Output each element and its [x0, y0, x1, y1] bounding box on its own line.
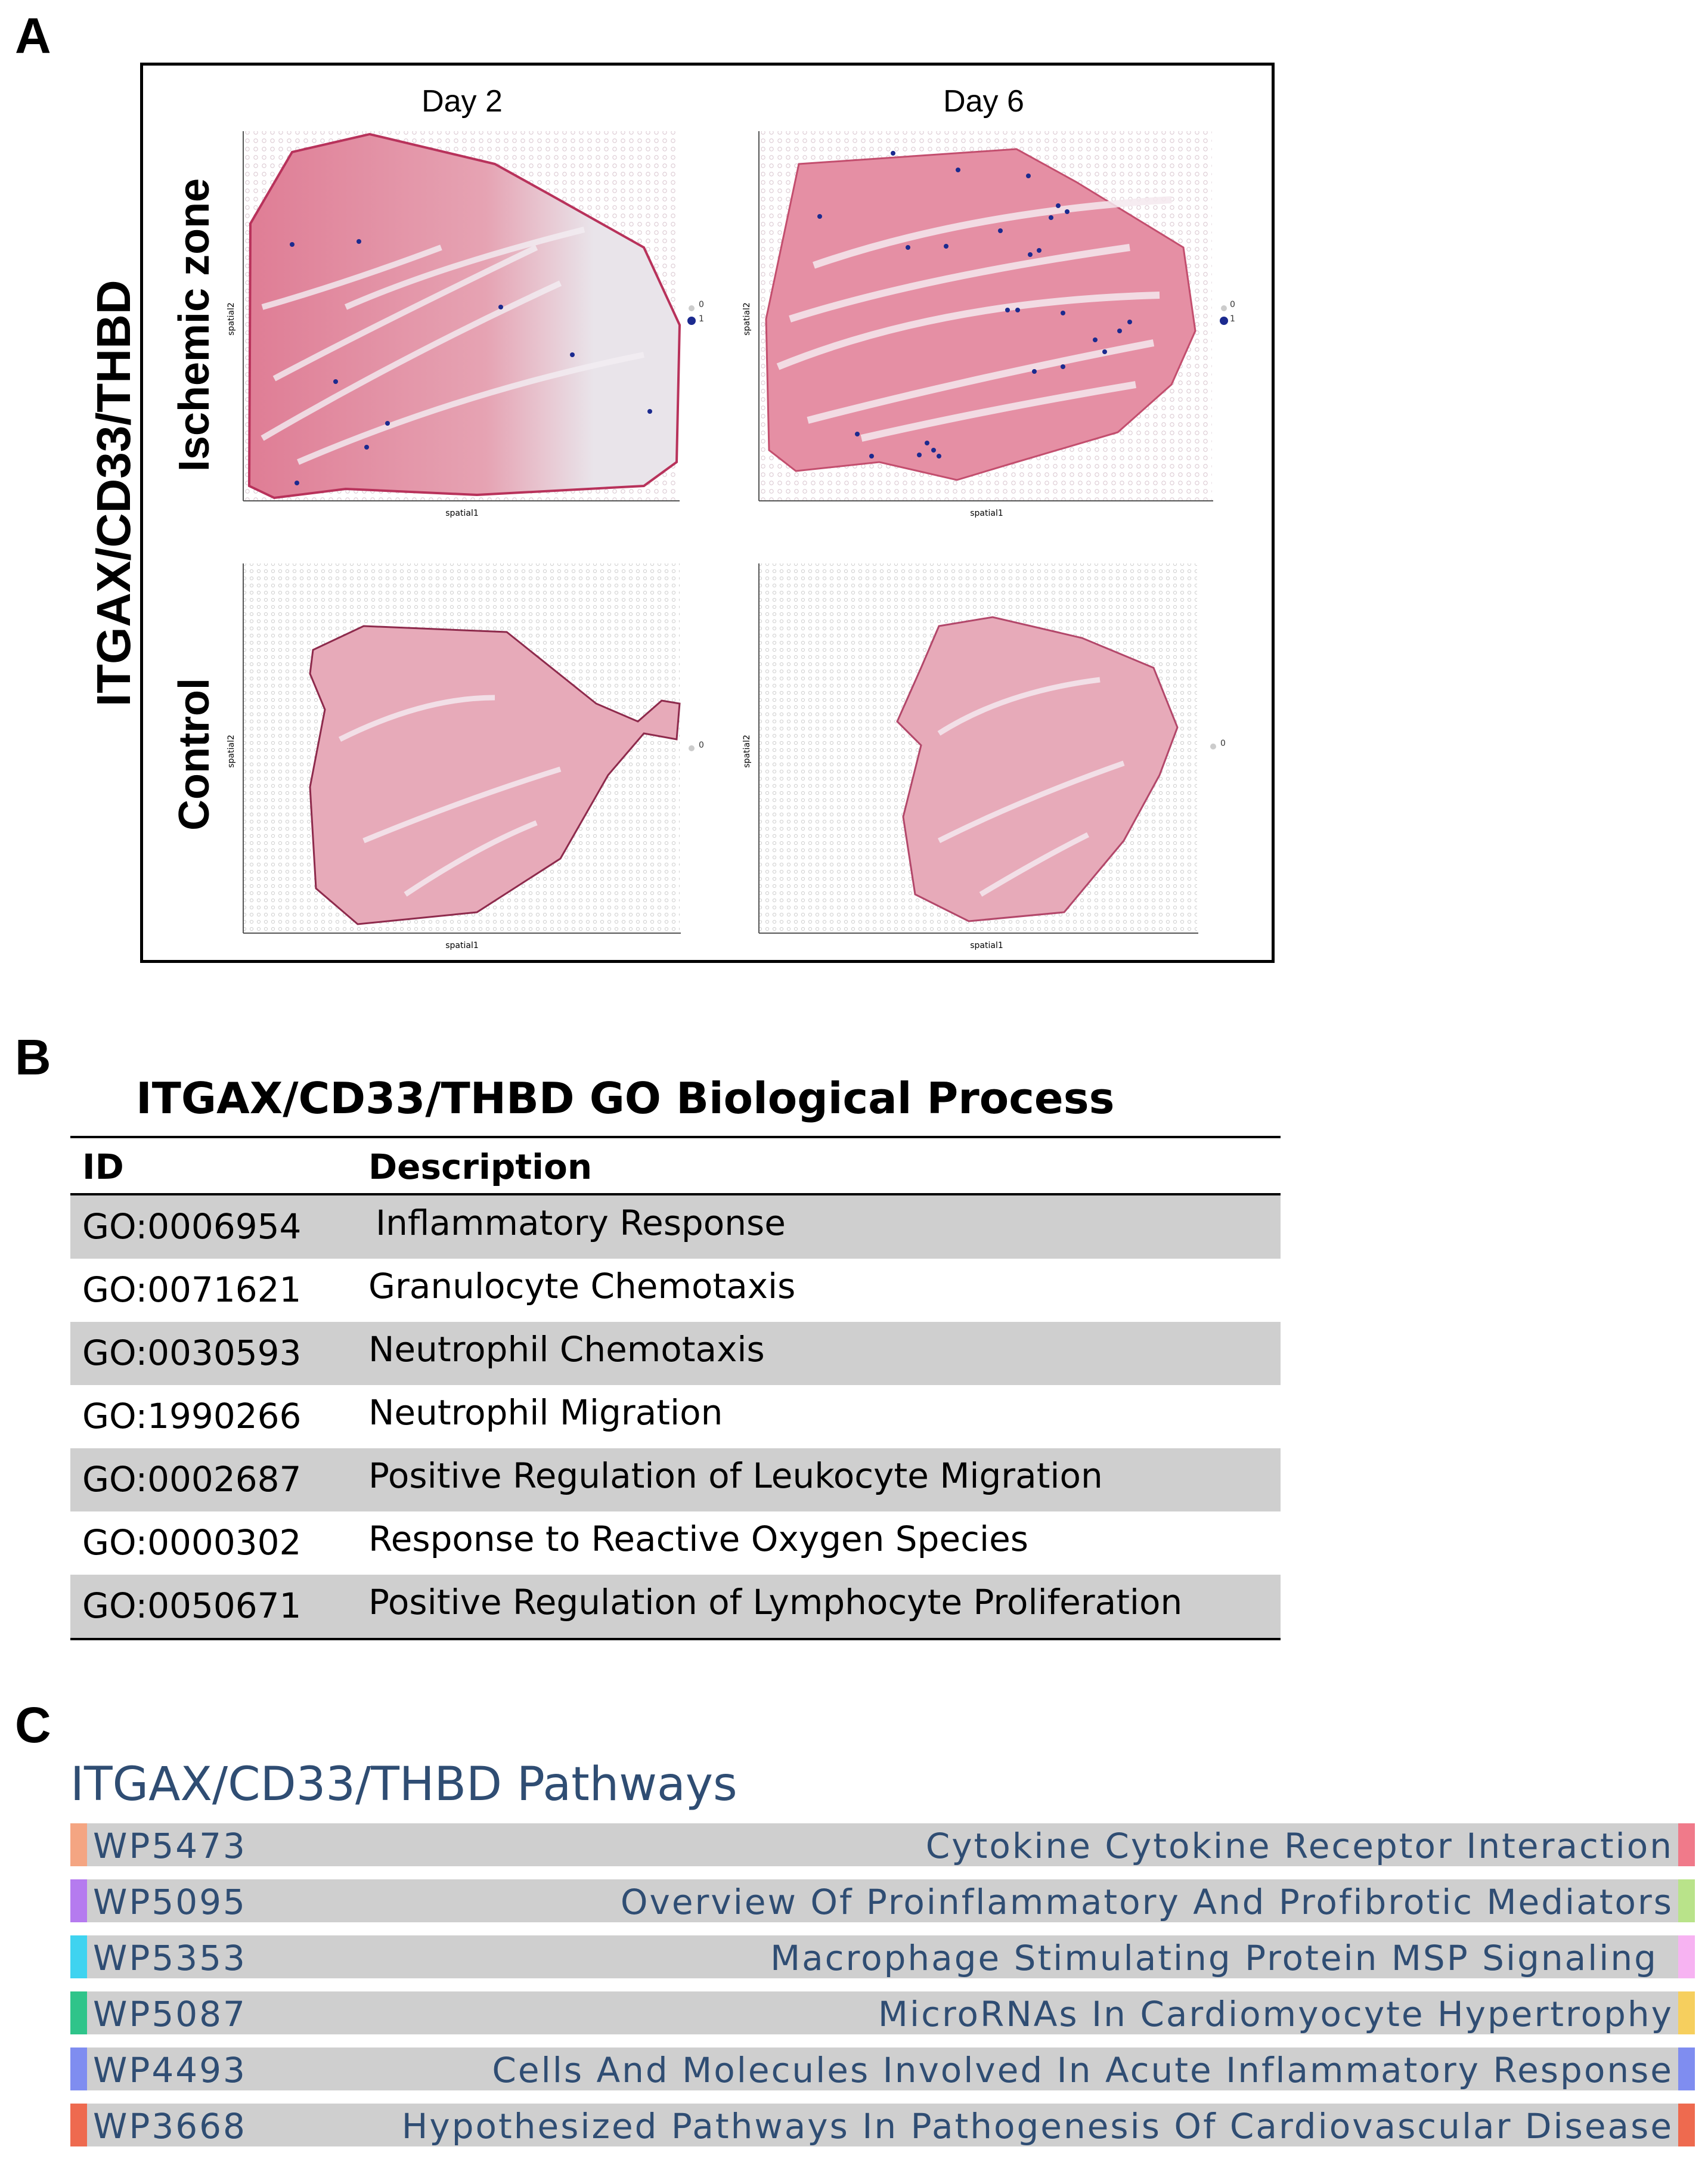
spatial-plot-ischemic-day2: spatial1 spatial2 0 1	[227, 128, 704, 522]
pathway-name: Cytokine Cytokine Receptor Interaction	[925, 1826, 1673, 1866]
pathway-name: Macrophage Stimulating Protein MSP Signa…	[770, 1938, 1658, 1978]
go-description: Neutrophil Migration	[368, 1392, 723, 1433]
go-table-title: ITGAX/CD33/THBD GO Biological Process	[136, 1073, 1115, 1123]
table-row: GO:0000302 Response to Reactive Oxygen S…	[70, 1511, 1281, 1575]
column-header-day2: Day 2	[421, 84, 503, 119]
go-id: GO:1990266	[82, 1396, 302, 1436]
go-description: Positive Regulation of Leukocyte Migrati…	[368, 1455, 1103, 1496]
go-header-description: Description	[368, 1147, 593, 1187]
x-axis-label: spatial1	[445, 509, 479, 518]
go-description: Neutrophil Chemotaxis	[368, 1329, 765, 1370]
pathway-id: WP5095	[93, 1882, 247, 1922]
table-row: GO:1990266 Neutrophil Migration	[70, 1385, 1281, 1448]
go-description: Positive Regulation of Lymphocyte Prolif…	[368, 1582, 1183, 1622]
pathways-title: ITGAX/CD33/THBD Pathways	[70, 1758, 737, 1811]
go-description: Inflammatory Response	[376, 1203, 786, 1243]
pathway-id: WP5353	[93, 1938, 247, 1978]
go-id: GO:0071621	[82, 1269, 302, 1310]
pathway-color-right	[1678, 2048, 1695, 2090]
row-header-ischemic: Ischemic zone	[171, 178, 218, 472]
x-axis-label: spatial1	[970, 509, 1003, 518]
panel-b-letter: B	[15, 1029, 51, 1085]
go-table-bottom-rule	[70, 1638, 1281, 1640]
table-row: GO:0002687 Positive Regulation of Leukoc…	[70, 1448, 1281, 1511]
pathway-row: WP4493 Cells And Molecules Involved In A…	[70, 2048, 1695, 2090]
x-axis-label: spatial1	[445, 941, 479, 950]
spatial-plot-control-day2: spatial1 spatial2 0	[227, 560, 704, 954]
pathway-color-left	[70, 1935, 87, 1978]
pathway-color-left	[70, 1991, 87, 2034]
legend-label-0: 0	[1230, 300, 1235, 309]
pathway-color-right	[1678, 1991, 1695, 2034]
pathway-color-right	[1678, 1879, 1695, 1922]
pathway-color-left	[70, 2104, 87, 2146]
legend-label-1: 1	[699, 314, 704, 324]
go-id: GO:0006954	[82, 1206, 302, 1247]
table-row: GO:0071621 Granulocyte Chemotaxis	[70, 1259, 1281, 1322]
pathway-row: WP5473 Cytokine Cytokine Receptor Intera…	[70, 1823, 1695, 1866]
pathway-color-left	[70, 1823, 87, 1866]
pathway-name: Cells And Molecules Involved In Acute In…	[492, 2050, 1673, 2090]
x-axis-label: spatial1	[970, 941, 1003, 950]
pathway-color-left	[70, 1879, 87, 1922]
pathway-row: WP3668 Hypothesized Pathways In Pathogen…	[70, 2104, 1695, 2146]
pathway-name: MicroRNAs In Cardiomyocyte Hypertrophy	[878, 1994, 1673, 2034]
pathway-row: WP5095 Overview Of Proinflammatory And P…	[70, 1879, 1695, 1922]
y-axis-label: spatial2	[227, 735, 236, 768]
pathway-id: WP4493	[93, 2050, 247, 2090]
go-table: ID Description GO:0006954 Inflammatory R…	[70, 1136, 1281, 1640]
pathway-id: WP5087	[93, 1994, 247, 2034]
row-header-control: Control	[171, 678, 218, 831]
legend-label-1: 1	[1230, 314, 1235, 324]
go-header-id: ID	[82, 1147, 124, 1187]
go-id: GO:0030593	[82, 1333, 302, 1373]
column-header-day6: Day 6	[943, 84, 1024, 119]
spatial-plot-control-day6: spatial1 spatial2 0	[742, 560, 1237, 954]
go-table-header: ID Description	[70, 1136, 1281, 1195]
pathway-color-left	[70, 2048, 87, 2090]
panel-c-letter: C	[15, 1697, 51, 1753]
pathway-id: WP3668	[93, 2106, 247, 2146]
pathway-name: Overview Of Proinflammatory And Profibro…	[620, 1882, 1673, 1922]
pathway-id: WP5473	[93, 1826, 247, 1866]
pathway-color-right	[1678, 2104, 1695, 2146]
panel-a-frame	[140, 63, 1275, 963]
pathway-row: WP5353 Macrophage Stimulating Protein MS…	[70, 1935, 1695, 1978]
pathway-color-right	[1678, 1823, 1695, 1866]
y-axis-label: spatial2	[742, 735, 752, 768]
pathway-color-right	[1678, 1935, 1695, 1978]
table-row: GO:0050671 Positive Regulation of Lympho…	[70, 1575, 1281, 1638]
go-description: Granulocyte Chemotaxis	[368, 1266, 796, 1306]
table-row: GO:0030593 Neutrophil Chemotaxis	[70, 1322, 1281, 1385]
legend-label-0: 0	[1220, 739, 1226, 748]
go-id: GO:0050671	[82, 1585, 302, 1626]
legend-label-0: 0	[699, 741, 704, 750]
spatial-plot-ischemic-day6: spatial1 spatial2 0 1	[742, 128, 1237, 522]
table-row: GO:0006954 Inflammatory Response	[70, 1195, 1281, 1259]
pathway-row: WP5087 MicroRNAs In Cardiomyocyte Hypert…	[70, 1991, 1695, 2034]
y-axis-label: spatial2	[742, 302, 752, 336]
y-axis-label: spatial2	[227, 302, 236, 336]
legend-label-0: 0	[699, 300, 704, 309]
go-description: Response to Reactive Oxygen Species	[368, 1519, 1028, 1559]
pathway-name: Hypothesized Pathways In Pathogenesis Of…	[401, 2106, 1673, 2146]
side-title: ITGAX/CD33/THBD	[87, 280, 140, 707]
go-id: GO:0002687	[82, 1459, 302, 1500]
go-id: GO:0000302	[82, 1522, 302, 1563]
panel-a-letter: A	[15, 8, 51, 64]
